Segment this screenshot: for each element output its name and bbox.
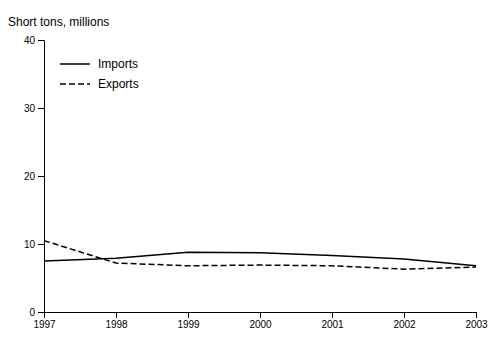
tick: 1998	[105, 312, 128, 330]
tick-label: 20	[24, 171, 36, 182]
tick: 20	[24, 171, 44, 182]
tick: 2002	[393, 312, 416, 330]
legend-item: Exports	[60, 77, 139, 91]
tick-mark	[188, 312, 189, 318]
tick: 2000	[249, 312, 272, 330]
tick-mark	[38, 244, 44, 245]
tick: 40	[24, 35, 44, 46]
tick-mark	[404, 312, 405, 318]
tick-label: 2000	[249, 319, 272, 330]
tick-label: 2002	[393, 319, 416, 330]
tick-mark	[116, 312, 117, 318]
tick-label: 30	[24, 103, 36, 114]
tick-mark	[38, 312, 44, 313]
x-axis: 1997 1998 1999 2000 2001 2002 2003	[33, 312, 488, 330]
tick-label: 1997	[33, 319, 56, 330]
tick-mark	[332, 312, 333, 318]
axis-line	[38, 41, 45, 313]
axis-line	[45, 313, 477, 319]
tick: 10	[24, 239, 44, 250]
tick-mark	[38, 108, 44, 109]
tick-label: 0	[29, 307, 35, 318]
tick-label: 1999	[177, 319, 200, 330]
legend-label: Exports	[98, 77, 139, 91]
tick-mark	[38, 40, 44, 41]
y-axis-label: Short tons, millions	[8, 15, 109, 29]
tick: 1997	[33, 312, 56, 330]
legend-swatch	[60, 83, 90, 85]
chart: 1997 1998 1999 2000 2001 2002 2003 0 10 20 30 40 Imp…	[0, 0, 500, 342]
tick-label: 2003	[465, 319, 488, 330]
legend-item: Imports	[60, 57, 138, 71]
tick-mark	[260, 312, 261, 318]
plot: 1997 1998 1999 2000 2001 2002 2003 0 10 20 30 40 Imp…	[24, 35, 488, 330]
tick-label: 10	[24, 239, 36, 250]
tick-mark	[476, 312, 477, 318]
legend-label: Imports	[98, 57, 138, 71]
legend: Imports Exports	[60, 57, 139, 91]
tick-label: 1998	[105, 319, 128, 330]
tick: 0	[29, 307, 44, 318]
tick: 1999	[177, 312, 200, 330]
line	[44, 241, 476, 270]
lines	[44, 241, 476, 270]
y-axis: 0 10 20 30 40	[24, 35, 45, 318]
tick: 2003	[465, 312, 488, 330]
tick: 30	[24, 103, 44, 114]
tick-mark	[38, 176, 44, 177]
legend-swatch	[60, 63, 90, 65]
tick: 2001	[321, 312, 344, 330]
line	[44, 252, 476, 266]
tick-label: 2001	[321, 319, 344, 330]
tick-label: 40	[24, 35, 36, 46]
